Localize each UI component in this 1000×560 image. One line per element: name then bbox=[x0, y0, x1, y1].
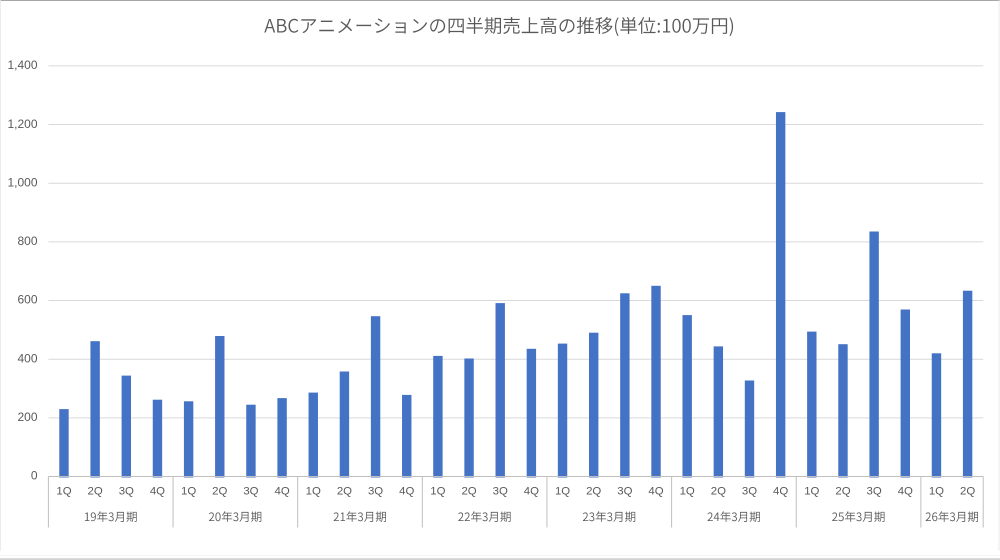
svg-text:3Q: 3Q bbox=[617, 486, 632, 498]
svg-text:400: 400 bbox=[17, 351, 37, 365]
svg-text:4Q: 4Q bbox=[898, 486, 913, 498]
svg-text:3Q: 3Q bbox=[368, 486, 383, 498]
svg-text:1Q: 1Q bbox=[56, 486, 71, 498]
svg-text:3Q: 3Q bbox=[742, 486, 757, 498]
svg-text:2Q: 2Q bbox=[711, 486, 726, 498]
svg-text:1Q: 1Q bbox=[555, 486, 570, 498]
svg-text:1Q: 1Q bbox=[929, 486, 944, 498]
svg-text:0: 0 bbox=[31, 469, 38, 483]
svg-text:1Q: 1Q bbox=[181, 486, 196, 498]
svg-text:4Q: 4Q bbox=[524, 486, 539, 498]
svg-text:200: 200 bbox=[17, 410, 37, 424]
svg-text:2Q: 2Q bbox=[212, 486, 227, 498]
svg-text:4Q: 4Q bbox=[274, 486, 289, 498]
svg-text:3Q: 3Q bbox=[243, 486, 258, 498]
svg-text:1Q: 1Q bbox=[680, 486, 695, 498]
svg-text:4Q: 4Q bbox=[773, 486, 788, 498]
svg-text:3Q: 3Q bbox=[867, 486, 882, 498]
svg-text:1Q: 1Q bbox=[804, 486, 819, 498]
svg-text:1,000: 1,000 bbox=[7, 175, 37, 189]
svg-text:800: 800 bbox=[17, 234, 37, 248]
svg-text:3Q: 3Q bbox=[119, 486, 134, 498]
svg-text:4Q: 4Q bbox=[399, 486, 414, 498]
svg-text:4Q: 4Q bbox=[648, 486, 663, 498]
svg-text:600: 600 bbox=[17, 293, 37, 307]
svg-text:1,200: 1,200 bbox=[7, 117, 37, 131]
svg-text:2Q: 2Q bbox=[835, 486, 850, 498]
svg-text:1Q: 1Q bbox=[430, 486, 445, 498]
svg-text:2Q: 2Q bbox=[88, 486, 103, 498]
svg-text:2Q: 2Q bbox=[586, 486, 601, 498]
svg-text:4Q: 4Q bbox=[150, 486, 165, 498]
svg-text:1Q: 1Q bbox=[306, 486, 321, 498]
svg-text:2Q: 2Q bbox=[337, 486, 352, 498]
svg-text:3Q: 3Q bbox=[493, 486, 508, 498]
svg-text:2Q: 2Q bbox=[461, 486, 476, 498]
svg-text:1,400: 1,400 bbox=[7, 58, 37, 72]
svg-text:2Q: 2Q bbox=[960, 486, 975, 498]
